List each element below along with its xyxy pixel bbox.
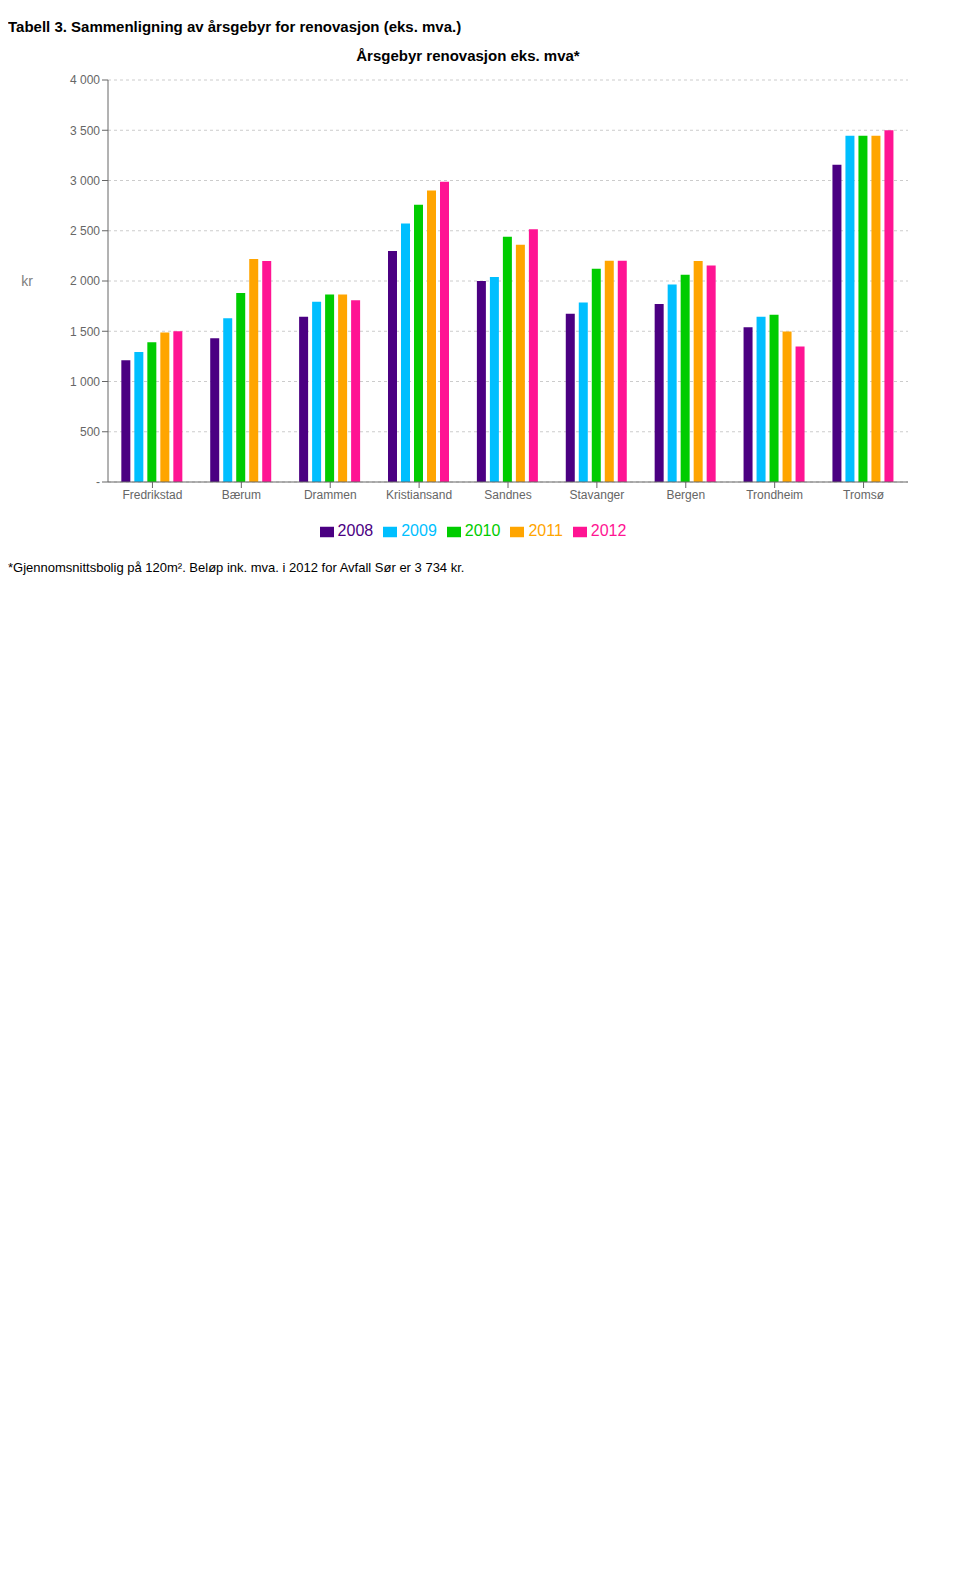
svg-text:Fredrikstad: Fredrikstad <box>122 488 182 502</box>
html-text:2010: 2010 <box>464 522 501 539</box>
html-text:2009: 2009 <box>401 522 437 539</box>
svg-text:4 000: 4 000 <box>70 73 100 87</box>
svg-text:1 000: 1 000 <box>70 375 100 389</box>
svg-text:Bergen: Bergen <box>666 488 705 502</box>
svg-text:3 000: 3 000 <box>70 174 100 188</box>
svg-text:2 500: 2 500 <box>70 224 100 238</box>
html-text:2008: 2008 <box>337 522 374 539</box>
svg-text:1 500: 1 500 <box>70 325 100 339</box>
svg-text:Bærum: Bærum <box>222 488 261 502</box>
svg-text:Tromsø: Tromsø <box>843 488 885 502</box>
html-text:*Gjennomsnittsbolig på 120m².: *Gjennomsnittsbolig på 120m². Beløp ink.… <box>8 560 465 575</box>
svg-text:-: - <box>96 475 100 489</box>
svg-text:Sandnes: Sandnes <box>484 488 531 502</box>
html-text:Årsgebyr renovasjon eks. mva*: Årsgebyr renovasjon eks. mva* <box>356 47 580 64</box>
svg-text:3 500: 3 500 <box>70 124 100 138</box>
svg-text:500: 500 <box>80 425 100 439</box>
svg-text:Drammen: Drammen <box>304 488 357 502</box>
svg-text:2 000: 2 000 <box>70 274 100 288</box>
svg-text:Stavanger: Stavanger <box>570 488 625 502</box>
svg-text:Trondheim: Trondheim <box>746 488 803 502</box>
html-text:Tabell 3. Sammenligning av års: Tabell 3. Sammenligning av årsgebyr for … <box>8 18 462 35</box>
svg-text:Kristiansand: Kristiansand <box>386 488 452 502</box>
svg-text:kr: kr <box>21 273 33 289</box>
html-text:2011: 2011 <box>528 522 563 539</box>
html-text:2012: 2012 <box>590 522 627 539</box>
